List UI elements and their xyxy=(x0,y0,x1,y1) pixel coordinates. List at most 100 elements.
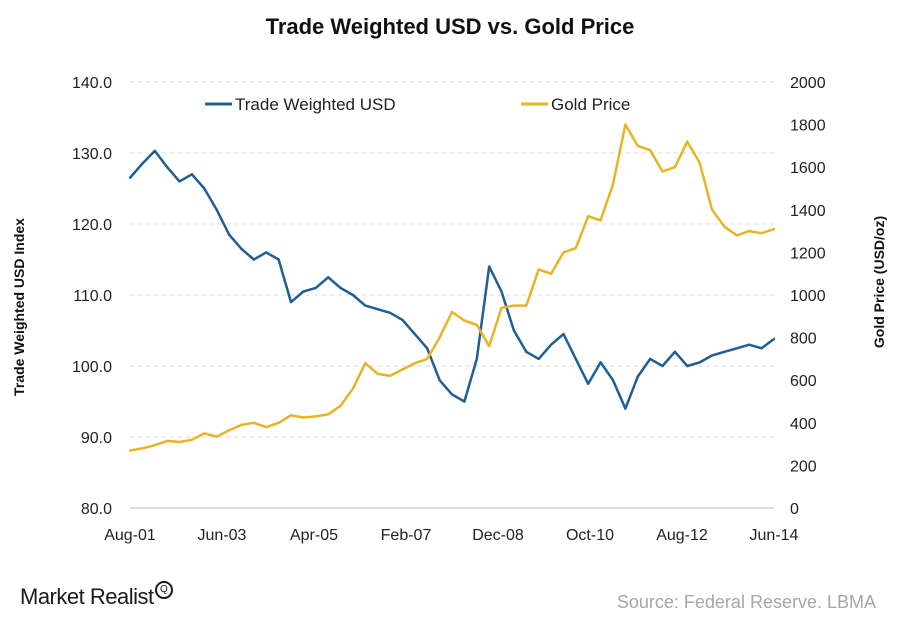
data-point xyxy=(549,343,553,346)
x-tick-label: Aug-01 xyxy=(104,527,156,544)
series-layer xyxy=(128,123,776,452)
y2-axis-title: Gold Price (USD/oz) xyxy=(871,216,887,348)
data-point xyxy=(549,272,553,275)
data-point xyxy=(525,304,528,307)
data-point xyxy=(500,290,503,293)
legend-label-gold: Gold Price xyxy=(551,95,630,114)
data-point xyxy=(525,350,528,353)
data-point xyxy=(128,449,132,452)
data-point xyxy=(587,215,590,218)
data-point xyxy=(710,354,714,357)
data-point xyxy=(376,372,379,375)
data-point xyxy=(327,413,330,416)
legend-label-usd: Trade Weighted USD xyxy=(235,95,396,114)
data-point xyxy=(611,379,615,382)
data-point xyxy=(735,234,738,237)
y2-tick-label: 800 xyxy=(790,331,817,348)
x-tick-label: Aug-12 xyxy=(656,527,708,544)
data-point xyxy=(128,176,132,179)
y2-tick-label: 0 xyxy=(790,501,799,518)
x-tick-label: Jun-14 xyxy=(750,527,799,544)
data-point xyxy=(661,170,664,173)
data-point xyxy=(240,247,243,251)
legend: Trade Weighted USD Gold Price xyxy=(205,95,630,114)
data-point xyxy=(426,347,429,350)
data-point xyxy=(426,357,429,361)
data-point xyxy=(401,368,404,371)
series-line-gold-price xyxy=(129,123,775,452)
data-point xyxy=(686,140,689,143)
data-point xyxy=(599,361,602,364)
data-point xyxy=(512,304,516,307)
y-tick-label: 140.0 xyxy=(72,75,112,92)
data-point xyxy=(388,374,392,378)
y2-tick-label: 1800 xyxy=(790,118,826,135)
data-point xyxy=(141,447,144,450)
y-tick-label: 120.0 xyxy=(72,217,112,234)
data-point xyxy=(661,364,664,368)
brand-name: Market Realist xyxy=(20,584,154,609)
data-point xyxy=(562,332,565,336)
data-point xyxy=(710,208,714,211)
data-point xyxy=(587,382,590,385)
y-tick-label: 90.0 xyxy=(81,430,112,447)
y2-tick-label: 1200 xyxy=(790,245,826,262)
gridlines xyxy=(130,81,774,438)
data-point xyxy=(673,166,677,169)
x-axis-ticks: Aug-01 Jun-03 Apr-05 Feb-07 Dec-08 Oct-10 Aug-… xyxy=(104,527,798,544)
data-point xyxy=(698,361,701,364)
series-line-trade-weighted-usd xyxy=(129,149,775,410)
data-point xyxy=(166,166,169,169)
data-point xyxy=(314,286,317,290)
data-point xyxy=(178,180,181,183)
data-point xyxy=(673,350,677,353)
data-point xyxy=(574,246,577,250)
data-point xyxy=(438,379,441,382)
data-point xyxy=(450,310,454,314)
data-point xyxy=(302,290,305,293)
data-point xyxy=(364,362,367,365)
source-note: Source: Federal Reserve. LBMA xyxy=(616,592,876,612)
x-tick-label: Dec-08 xyxy=(472,527,524,544)
data-point xyxy=(413,362,416,365)
data-point xyxy=(339,286,342,290)
data-point xyxy=(475,357,478,361)
data-point xyxy=(438,336,441,339)
data-point xyxy=(450,393,454,396)
data-point xyxy=(624,407,627,410)
brand-mark-icon: Q xyxy=(154,581,173,599)
data-point xyxy=(636,144,639,148)
data-point xyxy=(351,293,355,297)
x-tick-label: Oct-10 xyxy=(566,527,614,544)
data-point xyxy=(141,162,144,165)
data-point xyxy=(686,364,689,368)
data-point xyxy=(265,425,268,429)
y-tick-label: 110.0 xyxy=(73,288,112,305)
data-point xyxy=(178,440,181,444)
data-point xyxy=(277,258,280,261)
y-tick-label: 130.0 xyxy=(72,146,112,163)
data-point xyxy=(562,251,565,254)
y-tick-label: 80.0 xyxy=(81,501,112,518)
data-point xyxy=(364,304,367,307)
y-tick-label: 100.0 xyxy=(72,359,112,376)
x-tick-label: Apr-05 xyxy=(290,527,338,544)
data-point xyxy=(227,429,231,432)
data-point xyxy=(314,415,317,418)
data-point xyxy=(488,265,491,268)
data-point xyxy=(265,251,268,254)
data-point xyxy=(537,268,540,271)
data-point xyxy=(227,233,231,236)
data-point xyxy=(748,229,751,233)
data-point xyxy=(463,400,466,403)
data-point xyxy=(500,306,503,309)
data-point xyxy=(252,421,255,424)
data-point xyxy=(401,318,404,322)
data-point xyxy=(413,332,416,336)
data-point xyxy=(215,208,218,211)
data-point xyxy=(512,329,516,332)
data-point xyxy=(240,423,243,427)
data-point xyxy=(537,357,540,361)
data-point xyxy=(277,421,280,424)
